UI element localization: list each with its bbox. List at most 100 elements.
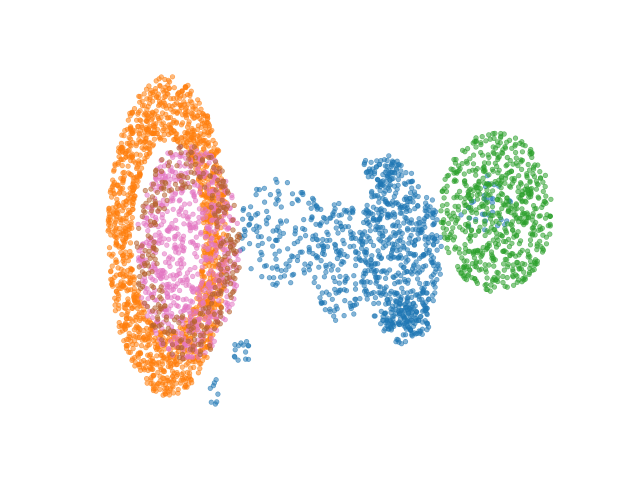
scatter-point-series-3 [177,271,183,277]
scatter-point-series-0 [392,233,398,239]
scatter-point-series-0 [266,275,273,281]
scatter-point-series-0 [337,252,343,258]
scatter-point-series-0 [377,188,383,194]
scatter-point-series-4 [200,170,206,177]
scatter-point-series-2 [479,152,486,158]
scatter-point-series-3 [190,211,196,217]
scatter-point-series-0 [412,268,418,274]
scatter-point-series-1 [127,349,133,356]
scatter-point-series-4 [150,181,156,187]
scatter-point-series-1 [162,386,168,392]
scatter-point-series-4 [197,351,203,358]
scatter-point-series-0 [392,320,398,326]
scatter-point-series-1 [160,375,166,381]
scatter-point-series-1 [134,117,140,123]
scatter-point-series-0 [408,304,414,311]
scatter-point-series-2 [533,186,540,192]
scatter-point-series-3 [170,206,176,212]
scatter-point-series-1 [200,145,207,152]
scatter-point-series-3 [170,283,176,289]
scatter-point-series-4 [139,243,145,249]
scatter-point-series-1 [118,279,124,285]
scatter-point-series-1 [153,130,159,137]
scatter-point-series-0 [378,308,384,315]
scatter-point-series-1 [136,158,142,164]
scatter-point-series-3 [198,231,204,237]
scatter-point-series-2 [470,167,476,173]
scatter-point-series-1 [184,138,190,145]
scatter-point-series-0 [208,399,214,405]
scatter-point-series-0 [430,241,436,247]
scatter-point-series-1 [183,84,189,90]
scatter-point-series-3 [167,254,173,260]
scatter-point-series-0 [408,232,414,238]
scatter-point-series-4 [207,343,213,349]
scatter-point-series-2 [483,138,489,144]
scatter-point-series-0 [321,274,328,280]
scatter-point-series-0 [369,253,375,259]
scatter-point-series-4 [213,319,219,325]
scatter-point-series-1 [114,183,120,189]
scatter-point-series-0 [254,229,260,235]
scatter-point-series-4 [230,227,236,233]
scatter-point-series-0 [388,234,394,240]
scatter-point-series-0 [286,263,292,269]
scatter-point-series-0 [391,183,398,189]
scatter-point-series-0 [324,219,330,225]
scatter-point-series-3 [196,206,202,212]
scatter-point-series-1 [135,111,141,117]
scatter-point-series-1 [123,218,129,225]
scatter-point-series-2 [460,147,466,153]
scatter-point-series-3 [177,287,183,294]
scatter-point-series-1 [179,371,185,378]
scatter-point-series-1 [135,335,141,341]
scatter-point-series-4 [159,157,165,163]
scatter-point-series-0 [232,347,238,353]
scatter-point-series-0 [384,157,390,164]
scatter-point-series-0 [417,255,423,261]
scatter-point-series-0 [430,210,436,216]
scatter-point-series-0 [424,305,430,311]
scatter-point-series-1 [107,214,113,220]
scatter-point-series-0 [353,248,359,254]
scatter-point-series-3 [223,299,229,305]
scatter-point-series-1 [134,305,140,311]
scatter-point-series-1 [147,100,153,106]
scatter-point-series-0 [318,300,325,307]
scatter-point-series-2 [448,166,454,172]
scatter-point-series-1 [180,112,186,118]
scatter-point-series-0 [274,196,280,202]
scatter-point-series-0 [259,252,265,258]
scatter-point-series-1 [162,76,168,83]
scatter-point-series-1 [131,274,137,280]
scatter-point-series-2 [500,191,506,198]
scatter-point-series-0 [243,349,249,355]
scatter-point-series-2 [517,249,524,256]
scatter-point-series-0 [323,269,329,275]
scatter-point-series-3 [187,201,193,207]
scatter-point-series-0 [311,197,317,203]
scatter-point-series-3 [187,222,193,228]
scatter-point-series-0 [424,311,430,318]
scatter-point-series-0 [288,280,294,286]
scatter-point-series-3 [194,245,200,251]
scatter-point-series-2 [525,161,531,168]
scatter-point-series-2 [460,264,466,270]
scatter-point-series-1 [110,183,116,189]
scatter-point-series-1 [199,120,206,126]
scatter-point-series-0 [363,252,369,258]
scatter-point-series-0 [334,255,341,262]
scatter-point-series-0 [403,255,409,261]
scatter-point-series-2 [453,244,459,250]
scatter-point-series-4 [138,285,144,292]
scatter-point-series-1 [184,124,191,130]
scatter-point-series-2 [481,180,487,186]
scatter-point-series-0 [326,292,332,298]
scatter-point-series-1 [153,388,159,394]
scatter-point-series-4 [185,338,191,344]
scatter-point-series-0 [341,287,348,293]
scatter-point-series-2 [510,161,516,167]
scatter-point-series-2 [495,196,501,203]
scatter-point-series-1 [105,228,111,234]
scatter-point-series-2 [518,166,525,172]
